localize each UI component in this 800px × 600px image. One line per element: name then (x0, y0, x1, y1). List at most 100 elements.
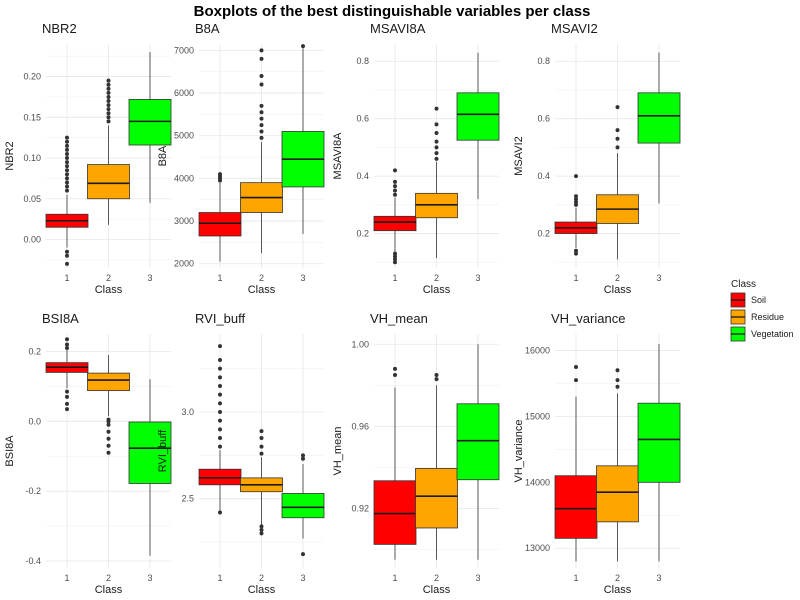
outlier-point (574, 251, 578, 256)
panel-msavi8a: MSAVI8A 0.2 0.4 0.6 0.8 1 2 3 Class MSAVI8A (332, 21, 500, 296)
x-tick-label: 2 (106, 273, 111, 283)
outlier-point (65, 160, 69, 165)
outlier-point (301, 44, 305, 49)
y-tick-label: 0.4 (356, 171, 369, 181)
x-tick-label: 2 (106, 573, 111, 583)
outlier-point (574, 248, 578, 253)
x-tick-label: 2 (434, 573, 439, 583)
box-body (373, 480, 417, 545)
box-class-2 (415, 106, 458, 258)
outlier-point (65, 156, 69, 161)
outlier-point (106, 99, 111, 104)
x-tick-label: 3 (656, 273, 661, 283)
outlier-point (65, 176, 69, 181)
outlier-point (434, 156, 439, 161)
outlier-point (574, 194, 578, 199)
outlier-point (65, 253, 69, 258)
outlier-point (106, 429, 111, 434)
outlier-point (434, 377, 439, 382)
box-class-2 (240, 429, 283, 536)
box-body (87, 164, 130, 200)
x-tick-label: 2 (615, 273, 620, 283)
outlier-point (218, 375, 222, 380)
legend: Class Soil Residue Vegetation (730, 279, 794, 342)
box-class-3 (128, 379, 172, 556)
y-tick-label: 0.00 (23, 234, 41, 244)
outlier-point (574, 197, 578, 202)
x-tick-label: 1 (392, 273, 397, 283)
outlier-point (615, 136, 620, 141)
panel-title: MSAVI2 (551, 21, 598, 36)
x-axis-title: Class (95, 584, 123, 596)
y-tick-label: 0.15 (23, 112, 41, 122)
outlier-point (106, 107, 111, 112)
outlier-point (393, 251, 397, 256)
x-tick-label: 3 (475, 573, 480, 583)
x-tick-label: 2 (259, 573, 264, 583)
box-body (456, 92, 500, 141)
x-tick-label: 1 (392, 573, 397, 583)
y-tick-label: 0.6 (537, 114, 550, 124)
box-body (554, 475, 598, 539)
box-class-1 (373, 168, 417, 265)
panel-title: VH_variance (551, 311, 625, 326)
y-tick-label: 0.92 (351, 503, 369, 513)
outlier-point (615, 384, 620, 389)
y-axis-title: VH_mean (332, 427, 344, 476)
outlier-point (393, 254, 397, 259)
outlier-point (218, 392, 222, 397)
outlier-point (393, 184, 397, 189)
outlier-point (106, 443, 111, 448)
legend-label: Vegetation (751, 329, 794, 339)
panel-msavi2: MSAVI2 0.2 0.4 0.6 0.8 1 2 3 Class MSAVI2 (513, 21, 681, 296)
outlier-point (259, 444, 264, 449)
legend-item-residue: Residue (730, 309, 784, 325)
box-body (87, 372, 130, 391)
outlier-point (65, 249, 69, 254)
outlier-point (393, 257, 397, 262)
outlier-point (393, 192, 397, 197)
x-tick-label: 1 (64, 573, 69, 583)
outlier-point (65, 147, 69, 152)
outlier-point (65, 184, 69, 189)
outlier-point (65, 139, 69, 144)
x-axis-title: Class (604, 284, 632, 296)
outlier-point (218, 427, 222, 432)
outlier-point (218, 358, 222, 362)
box-body (373, 215, 417, 232)
outlier-point (218, 384, 222, 388)
outlier-point (259, 436, 264, 440)
outlier-point (106, 417, 111, 422)
outlier-point (65, 180, 69, 185)
outlier-point (615, 128, 620, 133)
outlier-point (218, 401, 222, 406)
outlier-point (65, 135, 69, 140)
box-body (637, 92, 681, 144)
panel-title: RVI_buff (195, 311, 246, 326)
x-tick-label: 2 (259, 273, 264, 283)
box-class-3 (128, 52, 172, 203)
outlier-point (106, 90, 111, 95)
x-tick-label: 1 (573, 573, 578, 583)
outlier-point (106, 111, 111, 116)
box-body (198, 212, 242, 237)
box-class-1 (198, 344, 242, 515)
outlier-point (434, 373, 439, 378)
outlier-point (65, 151, 69, 156)
outlier-point (106, 115, 111, 120)
x-tick-label: 1 (573, 273, 578, 283)
legend-item-soil: Soil (730, 292, 766, 308)
box-body (198, 468, 242, 486)
x-tick-label: 1 (217, 573, 222, 583)
outlier-point (259, 116, 264, 121)
x-tick-label: 3 (656, 573, 661, 583)
outlier-point (106, 103, 111, 108)
x-tick-label: 1 (64, 273, 69, 283)
x-axis-title: Class (423, 284, 451, 296)
box-class-1 (45, 135, 89, 266)
outlier-point (259, 531, 264, 536)
panel-vh-variance: VH_variance 13000 14000 15000 16000 1 2 3 Class V… (513, 311, 681, 596)
x-tick-label: 3 (147, 273, 152, 283)
outlier-point (615, 368, 620, 373)
